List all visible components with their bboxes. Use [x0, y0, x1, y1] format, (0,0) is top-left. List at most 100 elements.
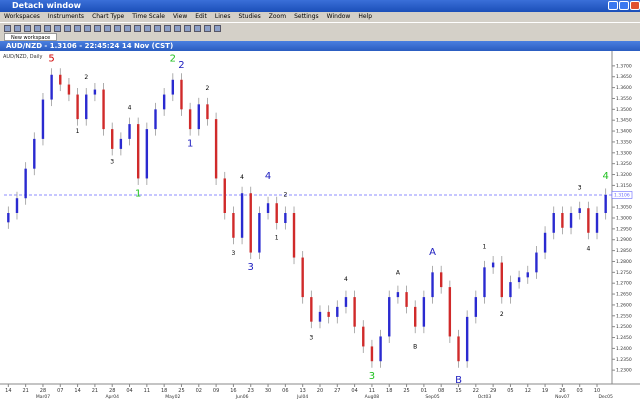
toolbar-button[interactable] [84, 25, 91, 32]
workspace-tab[interactable]: New workspace [4, 33, 58, 41]
toolbar-button[interactable] [44, 25, 51, 32]
tab-bar: New workspace [0, 33, 640, 41]
menu-item[interactable]: Workspaces [4, 13, 40, 20]
minimize-button[interactable] [608, 1, 618, 10]
wave-label: 1 [76, 128, 80, 135]
x-tick-label: 30 [265, 388, 271, 394]
x-tick-label: 28 [109, 388, 115, 394]
wave-label: 1 [187, 138, 193, 149]
toolbar-button[interactable] [204, 25, 211, 32]
y-tick-label: 1.3550 [616, 96, 632, 102]
y-tick-label: 1.3650 [616, 74, 632, 80]
x-tick-label: 02 [196, 388, 202, 394]
menu-item[interactable]: Help [358, 13, 373, 20]
candle-body [465, 316, 469, 362]
menu-item[interactable]: Edit [195, 13, 207, 20]
toolbar-button[interactable] [194, 25, 201, 32]
wave-label: 1 [135, 188, 141, 199]
y-tick-label: 1.2750 [616, 270, 632, 276]
wave-label: 3 [232, 250, 236, 257]
candle-body [85, 94, 88, 120]
y-tick-label: 1.3700 [616, 63, 632, 69]
y-tick-label: 1.2700 [616, 281, 632, 287]
month-label: Dec05 [598, 394, 613, 400]
toolbar-button[interactable] [104, 25, 111, 32]
x-tick-label: 25 [403, 388, 409, 394]
candle-body [362, 326, 365, 347]
x-tick-label: 03 [577, 388, 583, 394]
toolbar-button[interactable] [64, 25, 71, 32]
x-tick-label: 19 [542, 388, 548, 394]
candle-body [249, 193, 252, 253]
toolbar-button[interactable] [74, 25, 81, 32]
x-tick-label: 10 [594, 388, 600, 394]
toolbar-button[interactable] [94, 25, 101, 32]
menu-item[interactable]: View [172, 13, 188, 20]
y-tick-label: 1.2400 [616, 346, 632, 352]
candle-body [543, 232, 547, 253]
menu-item[interactable]: Zoom [268, 13, 287, 20]
menu-item[interactable]: Time Scale [132, 13, 165, 20]
toolbar-button[interactable] [54, 25, 61, 32]
toolbar-button[interactable] [24, 25, 31, 32]
menu-bar: Workspaces Instruments Chart Type Time Scal… [0, 12, 640, 22]
candle-body [111, 129, 114, 149]
wave-label: 2 [206, 85, 210, 92]
candle-body [431, 272, 434, 298]
toolbar-button[interactable] [164, 25, 171, 32]
wave-label: 1 [483, 243, 487, 250]
candle-body [595, 213, 599, 233]
wave-label: 4 [265, 171, 271, 182]
toolbar-button[interactable] [154, 25, 161, 32]
candle-body [439, 272, 443, 288]
chart-window-title: AUD/NZD - 1.3106 - 22:45:24 14 Nov (CST) [0, 41, 640, 51]
toolbar-button[interactable] [174, 25, 181, 32]
wave-label: B [413, 343, 417, 350]
wave-label: 4 [602, 171, 608, 182]
window-title: Detach window [12, 1, 81, 10]
candle-body [50, 74, 53, 100]
menu-item[interactable]: Window [326, 13, 351, 20]
x-tick-label: 14 [5, 388, 11, 394]
menu-item[interactable]: Chart Type [92, 13, 125, 20]
menu-item[interactable]: Instruments [47, 13, 85, 20]
chart-title: AUD/NZD - 1.3106 - 22:45:24 14 Nov (CST) [6, 42, 174, 50]
x-tick-label: 13 [299, 388, 305, 394]
candle-body [188, 109, 192, 130]
toolbar-button[interactable] [14, 25, 21, 32]
toolbar-button[interactable] [144, 25, 151, 32]
candle-body [344, 297, 348, 307]
x-tick-label: 21 [22, 388, 28, 394]
x-tick-label: 09 [213, 388, 219, 394]
y-tick-label: 1.3050 [616, 205, 632, 211]
candle-body [457, 336, 460, 362]
y-tick-label: 1.2650 [616, 292, 632, 298]
toolbar-button[interactable] [114, 25, 121, 32]
x-tick-label: 16 [230, 388, 236, 394]
month-label: Apr04 [105, 394, 119, 400]
y-tick-label: 1.2850 [616, 248, 632, 254]
maximize-button[interactable] [619, 1, 629, 10]
toolbar-button[interactable] [34, 25, 41, 32]
wave-label: 3 [369, 371, 375, 382]
wave-label: B [455, 375, 462, 386]
toolbar-button[interactable] [184, 25, 191, 32]
x-tick-label: 15 [455, 388, 461, 394]
toolbar-button[interactable] [124, 25, 131, 32]
wave-label: 3 [309, 335, 313, 342]
menu-item[interactable]: Settings [294, 13, 319, 20]
menu-item[interactable]: Studies [238, 13, 261, 20]
toolbar-button[interactable] [214, 25, 221, 32]
y-tick-label: 1.2450 [616, 335, 632, 341]
y-tick-label: 1.3350 [616, 139, 632, 145]
candle-body [310, 297, 313, 322]
y-tick-label: 1.3500 [616, 107, 632, 113]
candle-body [327, 311, 330, 317]
toolbar-button[interactable] [4, 25, 11, 32]
candle-body [258, 213, 261, 253]
wave-label: A [396, 270, 401, 277]
close-button[interactable] [630, 1, 640, 10]
menu-item[interactable]: Lines [214, 13, 231, 20]
x-tick-label: 06 [282, 388, 288, 394]
toolbar-button[interactable] [134, 25, 141, 32]
